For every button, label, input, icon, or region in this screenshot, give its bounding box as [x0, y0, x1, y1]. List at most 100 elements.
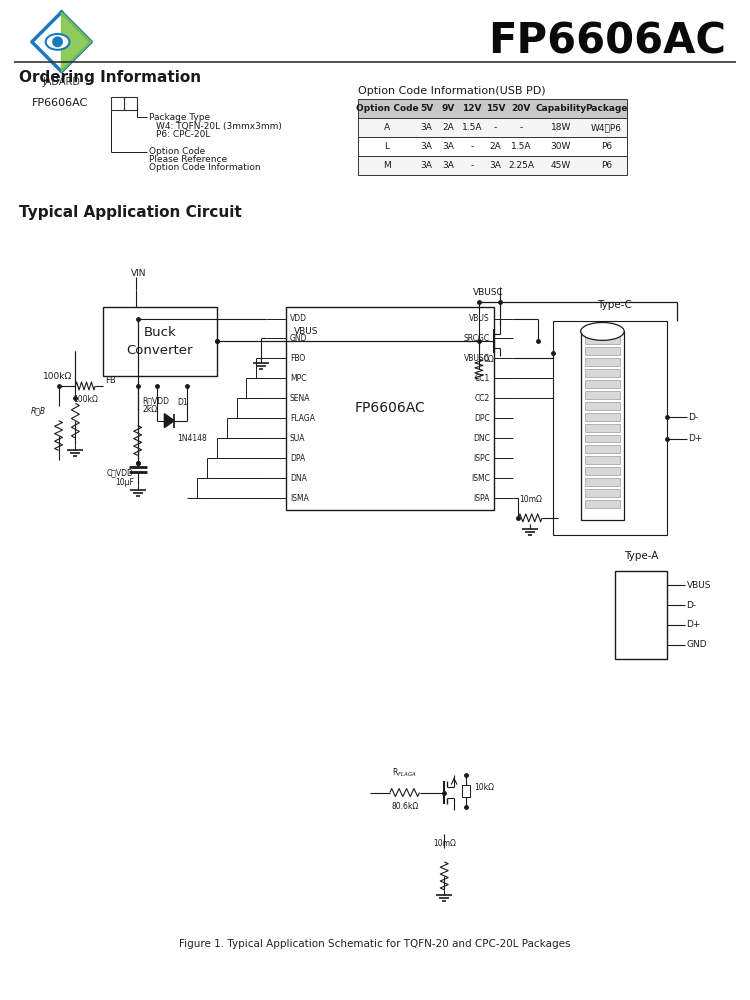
Text: 1.5A: 1.5A: [511, 142, 532, 151]
Text: DNA: DNA: [290, 474, 307, 483]
Text: SENA: SENA: [290, 394, 310, 403]
Text: -: -: [494, 123, 497, 132]
Bar: [585, 336, 620, 344]
Text: DNC: DNC: [472, 434, 490, 443]
Text: 2A: 2A: [442, 123, 454, 132]
Text: VBUSC: VBUSC: [464, 354, 490, 363]
Text: GND: GND: [290, 334, 308, 343]
Text: D+: D+: [686, 620, 700, 629]
Bar: [585, 424, 620, 432]
Text: 2.25A: 2.25A: [509, 161, 534, 170]
Bar: [585, 391, 620, 399]
Bar: [585, 358, 620, 366]
Text: 80.6kΩ: 80.6kΩ: [391, 802, 418, 811]
Text: MPC: MPC: [290, 374, 307, 383]
Text: 0Ω: 0Ω: [484, 355, 494, 364]
Bar: [585, 456, 620, 464]
Text: SRCGC: SRCGC: [464, 334, 490, 343]
Text: 3A: 3A: [421, 142, 432, 151]
Text: Type-C: Type-C: [597, 300, 632, 310]
Text: 15V: 15V: [486, 104, 506, 113]
Text: D1: D1: [177, 398, 188, 407]
Polygon shape: [62, 12, 92, 72]
Text: 10mΩ: 10mΩ: [433, 839, 456, 848]
Bar: [358, 137, 627, 156]
Text: A: A: [384, 123, 390, 132]
Text: Option Code Information: Option Code Information: [148, 163, 260, 172]
Text: Capability: Capability: [536, 104, 586, 113]
Bar: [111, 97, 124, 110]
Text: Ordering Information: Ordering Information: [19, 70, 201, 85]
Bar: [286, 307, 494, 510]
Text: P6: CPC-20L: P6: CPC-20L: [157, 130, 211, 139]
Text: 20V: 20V: [512, 104, 531, 113]
Text: D-: D-: [686, 601, 697, 610]
Polygon shape: [164, 414, 174, 428]
Text: 2kΩ: 2kΩ: [142, 405, 158, 414]
Text: FP6606AC: FP6606AC: [488, 21, 726, 63]
Text: 3A: 3A: [442, 142, 454, 151]
Text: 1N4148: 1N4148: [177, 434, 207, 443]
Text: P6: P6: [601, 161, 612, 170]
Text: FB: FB: [105, 376, 116, 385]
Bar: [615, 571, 667, 659]
Text: 10μF: 10μF: [115, 478, 134, 487]
Text: FBO: FBO: [290, 354, 305, 363]
Text: W4・P6: W4・P6: [591, 123, 622, 132]
Text: Option Code: Option Code: [356, 104, 419, 113]
Text: SUA: SUA: [290, 434, 305, 443]
Ellipse shape: [46, 34, 70, 50]
Bar: [585, 500, 620, 508]
Text: 18W: 18W: [550, 123, 571, 132]
Text: M: M: [383, 161, 391, 170]
Text: FLAGA: FLAGA: [290, 414, 315, 423]
Text: ISPC: ISPC: [472, 454, 490, 463]
Text: Package Type: Package Type: [148, 113, 210, 122]
Text: Converter: Converter: [127, 344, 194, 357]
Text: VBUS: VBUS: [469, 314, 490, 323]
Text: 3A: 3A: [421, 123, 432, 132]
Text: VBUSC: VBUSC: [473, 288, 504, 297]
Ellipse shape: [580, 322, 624, 340]
Text: 5V: 5V: [420, 104, 433, 113]
Text: -: -: [470, 161, 473, 170]
Text: RᵯVDD: RᵯVDD: [142, 396, 170, 405]
Text: L: L: [384, 142, 389, 151]
Bar: [358, 118, 627, 137]
Text: VBUS: VBUS: [686, 581, 711, 590]
Text: Typical Application Circuit: Typical Application Circuit: [19, 205, 242, 220]
Text: FP6606AC: FP6606AC: [355, 401, 425, 415]
Text: 3A: 3A: [490, 161, 502, 170]
Bar: [585, 369, 620, 377]
Text: ISMC: ISMC: [471, 474, 490, 483]
Text: D-: D-: [688, 413, 698, 422]
Text: P6: P6: [601, 142, 612, 151]
Text: R$_{FLAGA}$: R$_{FLAGA}$: [392, 766, 417, 779]
Bar: [585, 478, 620, 486]
Text: Buck: Buck: [143, 326, 176, 339]
Text: JADARD: JADARD: [43, 77, 80, 87]
Text: Figure 1. Typical Application Schematic for TQFN-20 and CPC-20L Packages: Figure 1. Typical Application Schematic …: [179, 939, 571, 949]
Text: 2A: 2A: [490, 142, 502, 151]
Text: ISPA: ISPA: [473, 494, 490, 503]
Bar: [358, 156, 627, 175]
Text: VBUS: VBUS: [293, 327, 318, 336]
Text: -: -: [470, 142, 473, 151]
Text: D+: D+: [688, 434, 703, 443]
Text: 100kΩ: 100kΩ: [73, 395, 98, 404]
Text: 10mΩ: 10mΩ: [519, 495, 542, 504]
Text: CC2: CC2: [475, 394, 490, 403]
Text: Type-A: Type-A: [624, 551, 658, 561]
Bar: [585, 435, 620, 442]
Text: Package: Package: [585, 104, 628, 113]
Text: 9V: 9V: [442, 104, 454, 113]
Bar: [580, 331, 624, 520]
Text: CC1: CC1: [475, 374, 490, 383]
Text: DPA: DPA: [290, 454, 305, 463]
Bar: [585, 347, 620, 355]
Text: 100kΩ: 100kΩ: [44, 372, 73, 381]
Bar: [553, 322, 667, 535]
Text: 45W: 45W: [550, 161, 571, 170]
Text: 30W: 30W: [550, 142, 571, 151]
Bar: [103, 307, 217, 376]
